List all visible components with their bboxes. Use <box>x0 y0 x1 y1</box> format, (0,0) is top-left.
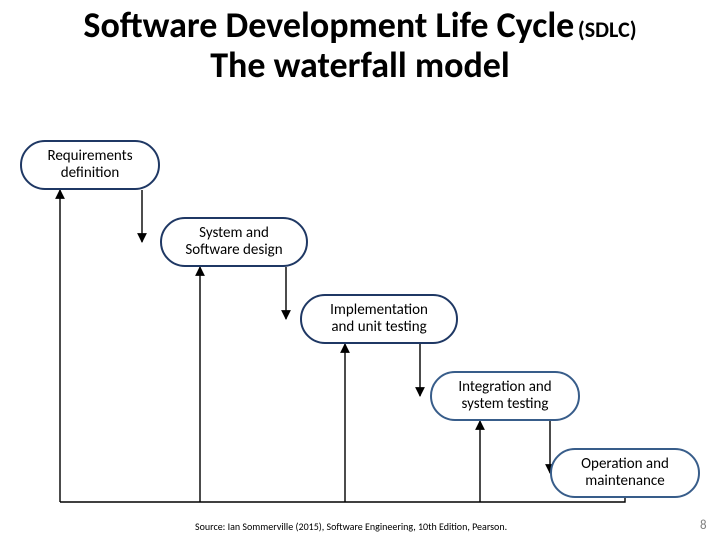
slide: Software Development Life Cycle (SDLC) T… <box>0 0 720 540</box>
page-number: 8 <box>700 518 707 533</box>
flow-node-n3: Implementation and unit testing <box>300 294 458 344</box>
title-line1: Software Development Life Cycle <box>83 3 574 47</box>
flow-node-n5: Operation and maintenance <box>550 448 700 498</box>
slide-title: Software Development Life Cycle (SDLC) T… <box>0 6 720 85</box>
source-citation: Source: Ian Sommerville (2015), Software… <box>195 520 507 533</box>
flow-node-n4: Integration and system testing <box>430 371 580 421</box>
flow-node-n1: Requirements definition <box>20 140 160 190</box>
title-line2: The waterfall model <box>0 46 720 86</box>
title-sdlc: (SDLC) <box>578 16 637 43</box>
flow-node-n2: System and Software design <box>160 217 308 267</box>
